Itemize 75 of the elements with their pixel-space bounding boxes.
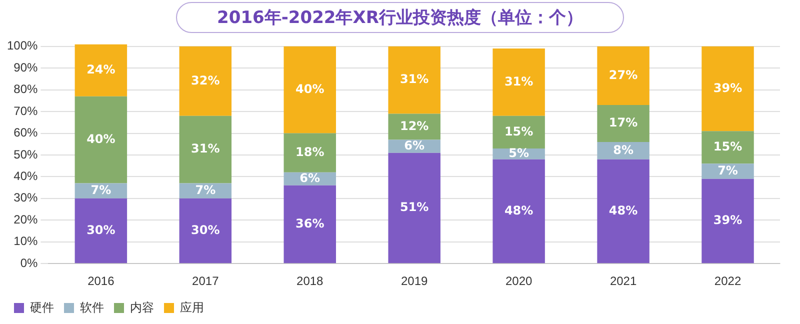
legend-label: 软件 [80,300,104,314]
data-label: 51% [400,200,429,214]
data-label: 6% [300,171,320,186]
data-label: 30% [86,222,116,237]
bar [388,46,440,114]
bar [284,185,336,264]
bar [284,133,336,172]
bar [284,46,336,134]
data-label: 40% [296,82,324,96]
y-tick-label: 0% [20,256,38,270]
data-label: 7% [195,182,216,197]
bar [74,198,128,264]
data-label: 7% [718,163,738,178]
bar [179,116,232,184]
x-tick-label: 2022 [714,274,742,288]
bar [492,48,545,116]
y-tick-label: 80% [14,82,38,96]
y-tick-label: 40% [14,169,38,184]
data-label: 30% [191,222,220,237]
x-tick-label: 2019 [400,274,428,288]
bar [492,159,545,264]
bar [492,116,545,148]
legend-label: 内容 [130,300,154,314]
bar [702,178,754,264]
y-tick-label: 50% [14,147,38,162]
data-label: 6% [404,138,425,152]
y-tick-label: 70% [14,104,38,118]
chart-title: 2016年-2022年XR行业投资热度（单位：个） [176,2,624,32]
data-label: 48% [504,203,534,218]
bar [179,183,232,198]
data-label: 15% [713,140,742,154]
bar [74,96,128,184]
data-label: 5% [508,146,530,160]
data-label: 12% [400,118,429,133]
y-tick-label: 30% [14,190,38,205]
data-label: 36% [296,216,324,230]
data-label: 48% [608,203,638,218]
x-tick-label: 2016 [88,274,115,288]
data-label: 7% [90,182,112,197]
x-tick-label: 2020 [505,274,532,288]
legend-label: 硬件 [30,300,54,314]
y-tick-label: 10% [14,234,38,248]
data-label: 15% [504,124,534,138]
bar [179,198,232,264]
data-label: 27% [608,68,638,82]
bar [702,164,754,179]
data-label: 31% [504,74,534,88]
legend-label: 应用 [180,300,204,314]
bar [388,114,440,140]
bar [702,131,754,164]
data-label: 18% [296,144,324,159]
bar [597,159,650,264]
bar [179,46,232,116]
y-tick-label: 90% [14,60,38,74]
bar [597,46,650,106]
bar [388,152,440,264]
bar [74,44,128,96]
data-label: 8% [613,142,634,157]
y-tick-label: 20% [14,212,38,226]
data-label: 17% [608,116,638,130]
x-tick-label: 2021 [610,274,637,288]
data-label: 39% [713,80,742,95]
bar [74,183,128,198]
data-label: 32% [191,73,220,88]
data-label: 31% [400,72,429,86]
bar [702,46,754,132]
y-tick-label: 60% [14,126,38,140]
x-tick-label: 2017 [192,274,220,288]
y-tick-label: 100% [6,38,38,53]
data-label: 31% [191,142,220,156]
data-label: 40% [86,132,116,146]
bar [597,105,650,142]
data-label: 24% [86,62,116,76]
data-label: 39% [713,213,742,228]
x-tick-label: 2018 [296,274,324,288]
